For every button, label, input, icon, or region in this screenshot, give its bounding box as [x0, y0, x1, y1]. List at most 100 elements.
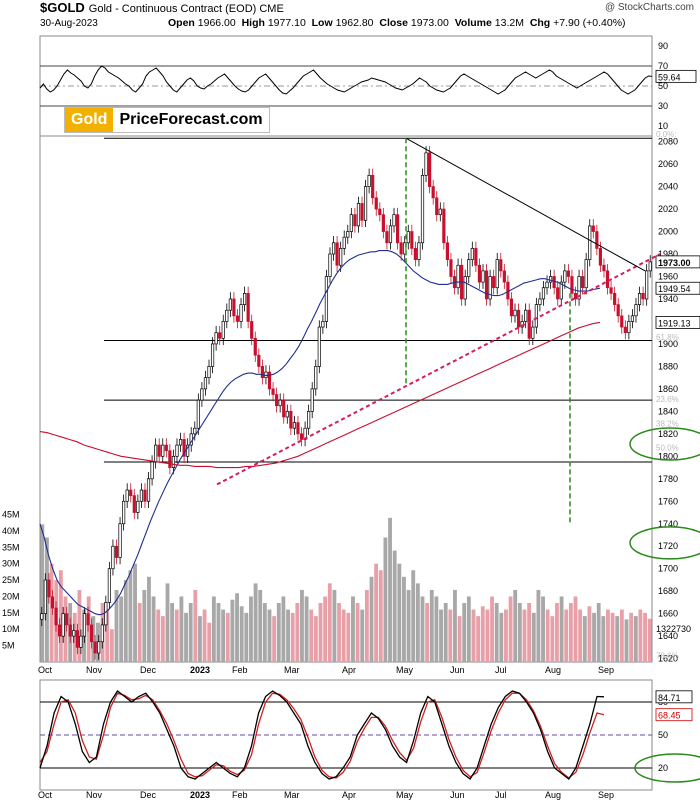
volume-bar — [309, 609, 314, 662]
highlight-circle-upper — [629, 427, 700, 461]
ma200-line — [39, 321, 601, 469]
candle-body — [378, 208, 382, 216]
volume-bar — [633, 616, 638, 662]
last-price-label: 1973.00 — [658, 258, 691, 268]
candle-body — [417, 242, 421, 260]
price-tick-label: 1620 — [658, 654, 678, 664]
candle-body — [164, 444, 168, 452]
volume-bar — [58, 570, 63, 662]
volume-bar — [147, 576, 151, 662]
volume-label: Volume — [454, 17, 492, 29]
price-tick-label: 2040 — [658, 182, 678, 192]
candle-body — [374, 197, 378, 210]
ma50-value-label-box — [655, 281, 700, 295]
price-tick-label: 1640 — [658, 631, 678, 641]
candle-body — [40, 613, 44, 620]
candle-body — [499, 259, 503, 272]
volume-tick-label: 35M — [2, 542, 20, 552]
volume-bar — [105, 609, 110, 662]
volume-bar — [453, 589, 457, 662]
candle-body — [275, 394, 279, 407]
volume-bar — [323, 596, 328, 662]
candle-body — [641, 293, 645, 300]
stoch-x-label: Aug — [545, 790, 561, 800]
rsi-last-value-box — [655, 69, 697, 83]
price-x-label: Jul — [495, 665, 507, 675]
candle-body — [314, 366, 318, 390]
volume-bar — [601, 616, 606, 662]
candle-body — [278, 399, 282, 407]
volume-bar — [216, 603, 221, 662]
fib-label: 0.0%: — [656, 130, 676, 139]
candle-body — [50, 596, 55, 609]
rsi-last-value: 59.64 — [658, 72, 681, 82]
candle-body — [363, 186, 368, 221]
candle-body — [72, 630, 76, 637]
price-tick-label: 1860 — [658, 384, 678, 394]
candle-body — [477, 264, 482, 283]
candle-body — [257, 354, 261, 367]
volume-bar — [355, 603, 360, 662]
close-value: 1973.00 — [410, 17, 449, 29]
candle-body — [598, 248, 603, 266]
candle-body — [470, 248, 474, 260]
price-x-label: Oct — [38, 665, 53, 675]
candle-body — [186, 444, 190, 457]
volume-tick-label: 25M — [2, 575, 20, 585]
candle-body — [93, 641, 97, 654]
candle-body — [474, 248, 478, 266]
candle-body — [282, 399, 286, 418]
candle-body — [548, 276, 553, 283]
candle-body — [527, 309, 531, 339]
volume-tick-label: 30M — [2, 559, 20, 569]
candle-body — [321, 321, 325, 328]
volume-bar — [508, 596, 513, 662]
candle-body — [271, 388, 275, 395]
volume-bar — [480, 606, 485, 662]
candle-body — [57, 624, 62, 637]
candle-body — [367, 174, 371, 187]
candle-body — [260, 366, 264, 378]
volume-bar — [374, 563, 379, 662]
volume-bar — [123, 580, 128, 662]
volume-bar — [564, 609, 569, 662]
stoch-x-label: Oct — [38, 790, 53, 800]
candle-body — [428, 152, 432, 187]
candle-body — [581, 276, 585, 289]
candle-body — [317, 326, 321, 367]
volume-bar — [647, 618, 652, 662]
volume-bar — [383, 537, 388, 662]
volume-bar — [244, 612, 249, 662]
candle-body — [442, 208, 446, 244]
volume-bar — [40, 524, 45, 662]
stoch-x-label: Jun — [450, 790, 465, 800]
candle-body — [573, 293, 578, 300]
candle-body — [310, 388, 314, 412]
stoch-k-value: 84.71 — [658, 693, 681, 703]
volume-bar — [392, 550, 397, 662]
candle-body — [648, 261, 652, 272]
volume-bar — [137, 603, 142, 662]
volume-bar — [351, 596, 355, 662]
price-tick-label: 1660 — [658, 609, 678, 619]
volume-bar — [568, 603, 573, 662]
candle-body — [495, 259, 499, 289]
volume-bar — [295, 603, 300, 662]
candle-body — [232, 298, 236, 317]
price-x-label: Sep — [598, 665, 614, 675]
candle-body — [349, 214, 353, 232]
ma200-value-label-box — [655, 316, 700, 329]
volume-bar — [174, 609, 179, 662]
volume-bar — [513, 589, 518, 662]
candle-body — [299, 433, 304, 440]
stoch-tick-label: 50 — [658, 730, 668, 740]
volume-bar — [72, 612, 77, 662]
candle-body — [552, 276, 556, 289]
candle-body — [242, 293, 247, 305]
candle-body — [531, 326, 535, 339]
candle-body — [403, 242, 407, 255]
volume-bar — [128, 570, 133, 662]
candle-body — [146, 478, 151, 502]
rsi-tick-label: 70 — [658, 61, 668, 71]
volume-bar — [587, 606, 592, 662]
